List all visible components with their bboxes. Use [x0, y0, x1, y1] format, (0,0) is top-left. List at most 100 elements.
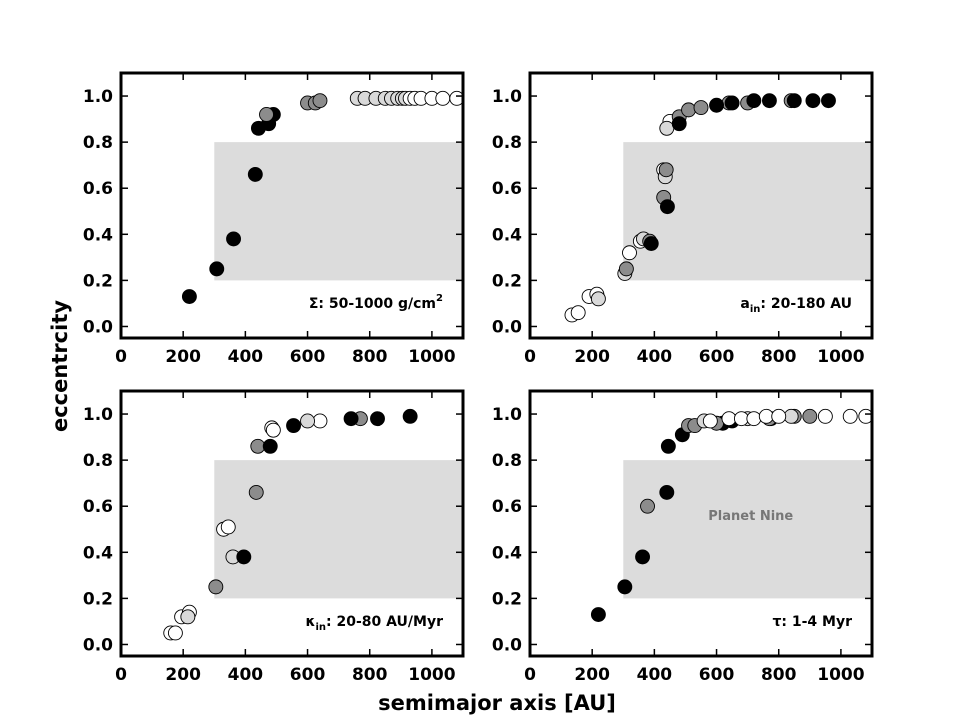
data-point [435, 90, 451, 106]
data-point [590, 291, 606, 307]
y-tick-label: 0.4 [492, 543, 522, 563]
data-points [590, 408, 872, 622]
data-point [746, 411, 762, 427]
y-tick-label: 0.2 [492, 589, 522, 609]
y-tick-label: 0.4 [492, 225, 522, 245]
data-point [286, 418, 302, 434]
data-point [643, 236, 659, 251]
data-point [181, 289, 197, 304]
data-point [312, 413, 328, 429]
data-point [802, 408, 818, 424]
y-tick-label: 0.2 [83, 589, 113, 609]
x-tick-label: 0 [115, 347, 127, 367]
panel-label: κin: 20-80 AU/Myr [306, 614, 444, 633]
data-point [167, 625, 183, 641]
y-tick-label: 0.0 [83, 635, 113, 655]
planet-nine-region [623, 460, 872, 599]
x-tick-label: 1000 [408, 347, 455, 367]
data-point [262, 438, 278, 454]
data-points [181, 90, 463, 304]
data-point [370, 411, 385, 427]
planet-nine-region [214, 142, 463, 281]
data-point [259, 107, 274, 122]
data-points [564, 93, 836, 323]
y-tick-label: 1.0 [492, 405, 522, 425]
x-tick-label: 800 [352, 347, 388, 367]
x-tick-label: 1000 [408, 665, 455, 685]
data-point [746, 93, 762, 109]
data-point [659, 120, 675, 136]
data-point [786, 93, 802, 109]
data-point [842, 408, 858, 424]
data-points [163, 408, 418, 641]
data-point [617, 579, 633, 595]
data-point [771, 408, 787, 424]
data-point [761, 93, 777, 109]
y-tick-label: 1.0 [492, 87, 522, 107]
y-tick-label: 0.8 [83, 133, 113, 153]
planet-nine-region [214, 460, 463, 599]
data-point [721, 411, 737, 427]
y-tick-label: 0.4 [83, 543, 113, 563]
y-tick-label: 0.6 [492, 179, 522, 199]
y-tick-label: 0.6 [83, 179, 113, 199]
planet-nine-region [623, 142, 872, 281]
panel-top-right: 0 200 400 600 800 1000 0.0 0.2 0.4 0.6 0.8 1.0 ain: … [492, 71, 874, 367]
data-point [236, 549, 252, 565]
x-tick-label: 0 [115, 665, 127, 685]
data-point [805, 93, 821, 109]
data-point [635, 549, 650, 565]
data-point [658, 162, 674, 178]
data-point [709, 97, 724, 113]
data-point [618, 261, 634, 277]
data-point [226, 231, 241, 247]
y-tick-label: 0.0 [83, 317, 113, 337]
x-tick-label: 600 [699, 665, 735, 685]
x-tick-label: 400 [637, 347, 673, 367]
panel-label: Σ: 50-1000 g/cm2 [309, 293, 443, 312]
x-tick-label: 0 [524, 347, 536, 367]
data-point [570, 305, 586, 321]
panel-label: τ: 1-4 Myr [772, 614, 852, 630]
data-point [671, 116, 687, 132]
data-point [758, 408, 774, 424]
x-tick-label: 200 [165, 347, 201, 367]
data-point [248, 484, 264, 500]
data-point [343, 411, 359, 427]
x-axis-label: semimajor axis [AU] [378, 691, 616, 715]
data-point [659, 484, 675, 500]
x-tick-label: 1000 [817, 665, 864, 685]
x-tick-label: 600 [290, 665, 326, 685]
panel-top-left: 0 200 400 600 800 1000 0.0 0.2 0.4 0.6 0.8 1.0 Σ: 50… [83, 71, 465, 367]
data-point [660, 438, 676, 454]
data-point [250, 438, 266, 454]
x-tick-label: 800 [352, 665, 388, 685]
data-point [312, 93, 328, 109]
data-point [681, 102, 697, 118]
x-tick-label: 600 [290, 347, 326, 367]
data-point [402, 408, 418, 424]
data-point [247, 166, 263, 182]
data-point [821, 93, 836, 109]
x-tick-label: 600 [699, 347, 735, 367]
data-point [659, 199, 675, 215]
plot-frame [119, 389, 465, 658]
data-point [209, 261, 225, 277]
y-axis-label: eccentrcity [48, 300, 72, 432]
data-point [858, 408, 872, 424]
plot-frame [119, 71, 465, 340]
region-label: Planet Nine [708, 509, 793, 524]
data-point [733, 411, 749, 427]
y-tick-label: 0.8 [492, 133, 522, 153]
y-tick-label: 0.2 [83, 271, 113, 291]
y-tick-label: 0.0 [492, 635, 522, 655]
data-point [622, 245, 637, 261]
panels: 0 200 400 600 800 1000 0.0 0.2 0.4 0.6 0.8 1.0 Σ: 50… [83, 71, 874, 685]
panel-bottom-left: 0 200 400 600 800 1000 0.0 0.2 0.4 0.6 0.8 1.0 κin: … [83, 389, 465, 685]
data-point [208, 579, 224, 595]
data-point [724, 95, 740, 111]
x-tick-label: 800 [761, 665, 797, 685]
panel-bottom-right: Planet Nine 0 200 400 600 800 1000 0.0 0.2 0.4 0.6… [492, 389, 874, 685]
data-point [220, 519, 236, 535]
